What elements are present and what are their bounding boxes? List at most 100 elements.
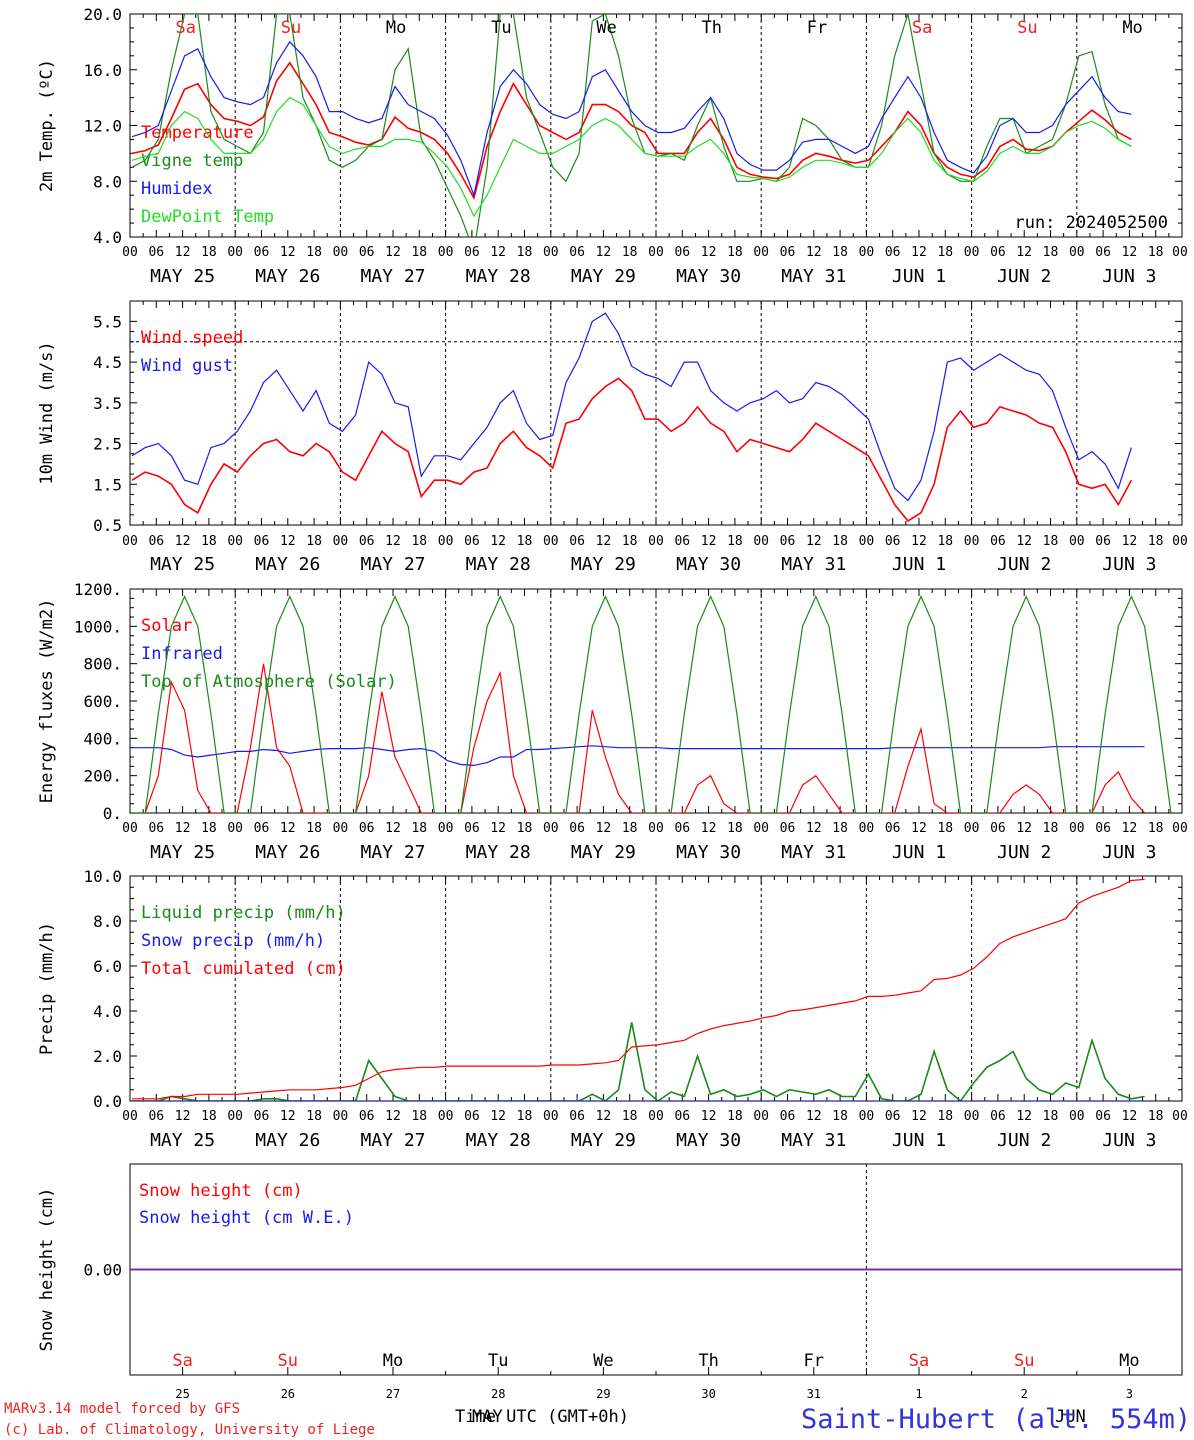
hour-tick-label: 00 (227, 1109, 243, 1124)
hour-tick-label: 00 (333, 1109, 349, 1124)
date-label: MAY 25 (150, 266, 215, 287)
hour-tick-label: 18 (727, 245, 743, 260)
series-wind-gust (131, 312, 1132, 502)
hour-tick-label: 12 (280, 821, 296, 836)
hour-tick-label: 06 (674, 1109, 690, 1124)
weekday-label: We (593, 1351, 613, 1371)
hour-tick-label: 00 (543, 534, 559, 549)
hour-tick-label: 12 (385, 245, 401, 260)
hour-tick-label: 06 (464, 534, 480, 549)
hour-tick-label: 18 (937, 821, 953, 836)
y-axis-label: Snow height (cm) (37, 1188, 57, 1352)
hour-tick-label: 00 (122, 534, 138, 549)
hour-tick-label: 12 (596, 245, 612, 260)
series-temperature (131, 61, 1132, 201)
hour-tick-label: 00 (648, 245, 664, 260)
hour-tick-label: 06 (780, 821, 796, 836)
date-label: MAY 31 (781, 554, 846, 575)
hour-tick-label: 06 (990, 1109, 1006, 1124)
plot-frame (129, 300, 1183, 526)
hour-tick-label: 12 (175, 245, 191, 260)
hour-tick-label: 06 (569, 1109, 585, 1124)
hour-tick-label: 12 (1122, 245, 1138, 260)
hour-tick-label: 06 (148, 245, 164, 260)
hour-tick-label: 18 (727, 534, 743, 549)
hour-tick-label: 06 (569, 245, 585, 260)
y-tick-label: 0.00 (83, 1261, 122, 1280)
date-label: MAY 31 (781, 842, 846, 863)
hour-tick-label: 00 (543, 1109, 559, 1124)
hour-tick-label: 18 (517, 1109, 533, 1124)
date-label: MAY 28 (466, 266, 531, 287)
series-wind-speed (131, 377, 1133, 522)
y-axis-label: Energy fluxes (W/m2) (37, 599, 57, 804)
y-tick-label: 6.0 (93, 957, 122, 976)
hour-tick-label: 00 (648, 821, 664, 836)
date-label: MAY 30 (676, 266, 741, 287)
hour-tick-label: 18 (306, 1109, 322, 1124)
date-label: MAY 27 (360, 554, 425, 575)
panel-3: 0. 200. 400. 600. 800. 1000. 1200. Energy fluxe… (37, 580, 1188, 863)
hour-tick-label: 12 (911, 245, 927, 260)
legend-entry: Solar (141, 616, 192, 636)
y-tick-label: 0. (103, 804, 122, 823)
hour-tick-label: 06 (569, 821, 585, 836)
day-number-label: 3 (1126, 1387, 1133, 1401)
hour-tick-label: 00 (1069, 821, 1085, 836)
weekday-label: Sa (172, 1351, 192, 1371)
weekday-label: Fr (804, 1351, 824, 1371)
weekday-label: Sa (909, 1351, 929, 1371)
hour-tick-label: 12 (1122, 534, 1138, 549)
date-label: MAY 27 (360, 1130, 425, 1151)
hour-tick-label: 00 (543, 821, 559, 836)
hour-tick-label: 12 (596, 821, 612, 836)
hour-tick-label: 00 (438, 245, 454, 260)
hour-tick-label: 12 (806, 1109, 822, 1124)
date-label: MAY 30 (676, 842, 741, 863)
series-humidex (131, 40, 1132, 198)
hour-tick-label: 00 (1069, 534, 1085, 549)
hour-tick-label: 18 (411, 534, 427, 549)
hour-tick-label: 18 (411, 245, 427, 260)
hour-tick-label: 06 (569, 534, 585, 549)
hour-tick-label: 12 (806, 821, 822, 836)
hour-tick-label: 00 (859, 821, 875, 836)
hour-tick-label: 12 (280, 534, 296, 549)
legend-entry: Top of Atmosphere (Solar) (141, 672, 397, 692)
hour-tick-label: 18 (622, 245, 638, 260)
hour-tick-label: 18 (727, 1109, 743, 1124)
y-tick-label: 20.0 (83, 5, 122, 24)
hour-tick-label: 18 (1148, 821, 1164, 836)
hour-tick-label: 06 (254, 245, 270, 260)
hour-tick-label: 06 (359, 821, 375, 836)
legend-entry: Infrared (141, 644, 223, 664)
weekday-label: Su (278, 1351, 298, 1371)
hour-tick-label: 06 (674, 821, 690, 836)
date-label: JUN 3 (1102, 266, 1156, 287)
y-axis-label: 2m Temp. (ºC) (37, 59, 57, 192)
hour-tick-label: 00 (438, 821, 454, 836)
hour-tick-label: 18 (1148, 245, 1164, 260)
panel-2: 0.5 1.5 2.5 3.5 4.5 5.5 10m Wind (m/s) Wind spe… (37, 300, 1188, 575)
hour-tick-label: 18 (411, 1109, 427, 1124)
weekday-label: Su (1014, 1351, 1034, 1371)
hour-tick-label: 06 (780, 245, 796, 260)
hour-tick-label: 18 (937, 534, 953, 549)
weekday-label: Su (1017, 18, 1037, 38)
hour-tick-label: 12 (280, 1109, 296, 1124)
date-label: MAY 26 (255, 1130, 320, 1151)
hour-tick-label: 00 (1172, 821, 1188, 836)
hour-tick-label: 18 (201, 534, 217, 549)
date-label: MAY 25 (150, 1130, 215, 1151)
y-tick-label: 800. (83, 655, 122, 674)
hour-tick-label: 18 (937, 1109, 953, 1124)
y-tick-label: 4.0 (93, 228, 122, 247)
series-dewpoint-temp (131, 96, 1132, 218)
hour-tick-label: 12 (911, 1109, 927, 1124)
date-label: JUN 2 (997, 842, 1051, 863)
y-tick-label: 8.0 (93, 172, 122, 191)
hour-tick-label: 12 (490, 1109, 506, 1124)
hour-tick-label: 18 (517, 245, 533, 260)
hour-tick-label: 18 (1043, 245, 1059, 260)
day-number-label: 25 (175, 1387, 189, 1401)
